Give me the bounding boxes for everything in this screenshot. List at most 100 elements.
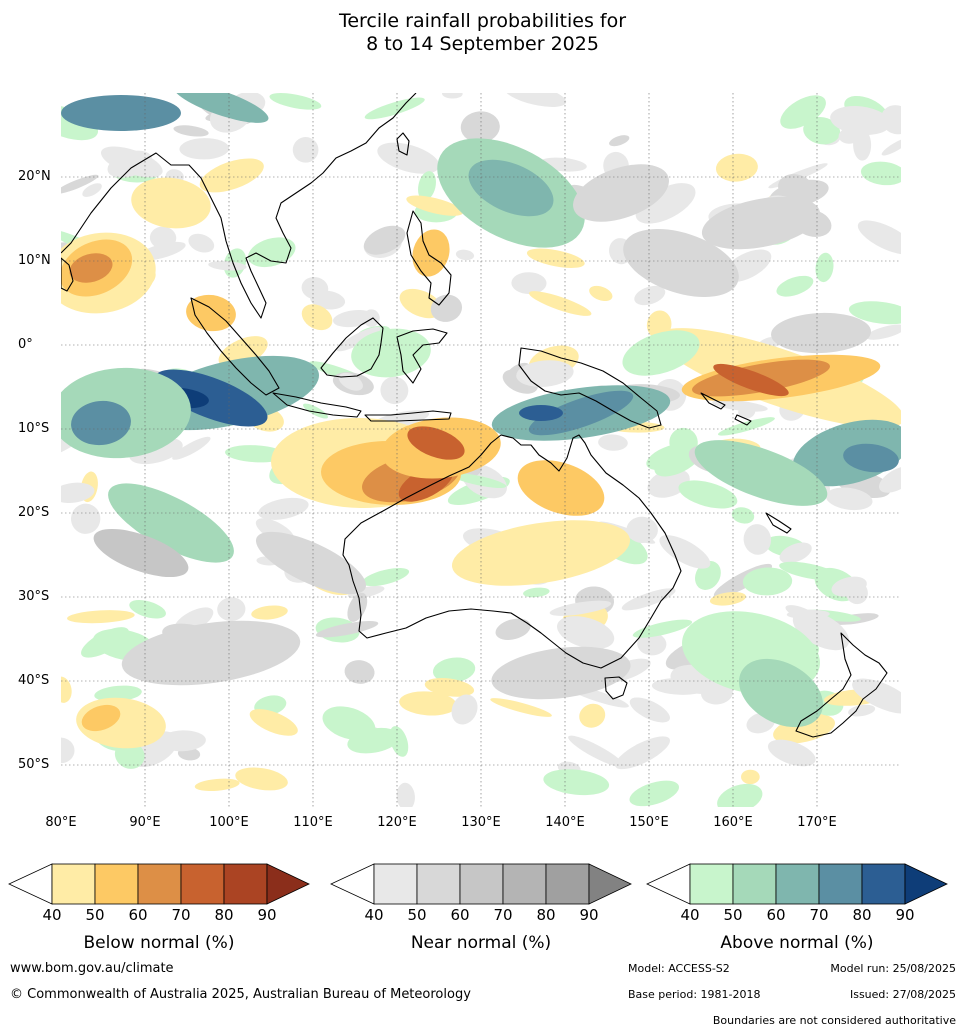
probability-region <box>100 146 163 178</box>
above-normal-region <box>622 330 700 376</box>
probability-region <box>779 542 812 564</box>
model-text: Model: ACCESS-S2 <box>628 962 730 975</box>
probability-region <box>865 324 901 340</box>
probability-region <box>825 487 873 511</box>
below-normal-label: Below normal (%) <box>83 933 235 953</box>
probability-region <box>67 610 135 624</box>
probability-region <box>629 697 670 723</box>
probability-region <box>543 769 610 796</box>
probability-region <box>742 567 793 596</box>
tick-label: 60 <box>450 906 470 924</box>
probability-region <box>615 736 670 770</box>
colorbar-extend-high <box>266 863 310 905</box>
near-normal-label: Near normal (%) <box>410 933 552 953</box>
below-normal-region <box>407 426 465 460</box>
probability-region <box>678 480 738 509</box>
tick-label: 90 <box>579 906 599 924</box>
latitude-label: 30°S <box>18 589 50 604</box>
rainfall-probability-map <box>61 93 901 807</box>
probability-region <box>344 660 375 684</box>
probability-region <box>776 275 814 297</box>
latitude-label: 10°N <box>18 253 51 268</box>
probability-region <box>399 691 457 716</box>
colorbar-swatch <box>51 863 96 905</box>
tick-label: 80 <box>536 906 556 924</box>
colorbar-swatch <box>94 863 139 905</box>
above-normal-region <box>468 159 554 217</box>
new-zealand-coastline <box>795 632 888 738</box>
website-link[interactable]: www.bom.gov.au/climate <box>10 961 174 976</box>
colorbar-swatch <box>689 863 734 905</box>
above-normal-region <box>154 369 268 427</box>
borneo-coastline <box>320 317 384 378</box>
probability-region <box>830 106 891 136</box>
colorbar-swatch <box>373 863 418 905</box>
below-normal-region <box>81 704 121 732</box>
probability-region <box>557 616 615 650</box>
near-normal-region <box>121 620 301 686</box>
tick-label: 80 <box>852 906 872 924</box>
probability-region <box>251 605 288 620</box>
probability-region <box>609 135 630 147</box>
below-normal-region <box>186 294 236 332</box>
probability-region <box>495 618 531 640</box>
probability-region <box>451 694 478 725</box>
colorbar-above-normal <box>646 863 948 905</box>
longitude-label: 150°E <box>629 815 669 830</box>
colorbar-extend-low <box>330 863 375 905</box>
sulawesi-coastline <box>396 328 448 384</box>
longitude-label: 160°E <box>713 815 753 830</box>
colorbar-below-normal <box>8 863 310 905</box>
tick-label: 50 <box>85 906 105 924</box>
probability-region <box>803 116 841 145</box>
lesser-sunda-coastline <box>364 410 452 422</box>
tick-label: 60 <box>766 906 786 924</box>
probability-region <box>780 95 826 129</box>
probability-region <box>779 561 838 581</box>
title-line-1: Tercile rainfall probabilities for <box>338 10 627 32</box>
colorbar-swatch <box>818 863 863 905</box>
tick-label: 40 <box>680 906 700 924</box>
probability-region <box>225 445 286 463</box>
probability-region <box>235 767 288 791</box>
probability-region <box>424 677 475 697</box>
above-normal-region <box>519 405 563 421</box>
probability-region <box>301 304 333 331</box>
tick-label: 60 <box>128 906 148 924</box>
australia-coastline <box>342 434 682 669</box>
sumatra-coastline <box>190 297 280 396</box>
probability-region <box>878 466 901 493</box>
probability-region <box>646 443 697 471</box>
probability-region <box>61 174 99 194</box>
longitude-label: 80°E <box>45 815 77 830</box>
probability-region <box>418 171 436 201</box>
probability-region <box>731 507 755 524</box>
below-normal-region <box>412 229 450 277</box>
probability-region <box>549 600 612 616</box>
probability-region <box>511 272 547 295</box>
colorbar-extend-high <box>588 863 632 905</box>
probability-region <box>815 252 834 283</box>
colorbar-extend-low <box>8 863 53 905</box>
colorbar-swatch <box>416 863 461 905</box>
probability-region <box>179 138 230 160</box>
probability-region <box>364 97 425 120</box>
colorbar-swatch <box>775 863 820 905</box>
colorbar-swatch <box>137 863 182 905</box>
probability-region <box>637 632 667 656</box>
tick-label: 70 <box>171 906 191 924</box>
above-normal-region <box>61 95 181 131</box>
longitude-label: 170°E <box>797 815 837 830</box>
probability-region <box>173 125 209 137</box>
probability-region <box>881 137 901 156</box>
latitude-label: 40°S <box>18 673 50 688</box>
asia-coastline <box>61 93 417 319</box>
copyright-text: © Commonwealth of Australia 2025, Austra… <box>10 987 471 1002</box>
probability-region <box>743 524 772 555</box>
probability-region <box>158 730 206 752</box>
colorbar-swatch <box>502 863 547 905</box>
probability-region <box>860 161 901 186</box>
probability-region <box>709 591 747 606</box>
probability-region <box>94 685 142 702</box>
probability-region <box>61 737 75 764</box>
